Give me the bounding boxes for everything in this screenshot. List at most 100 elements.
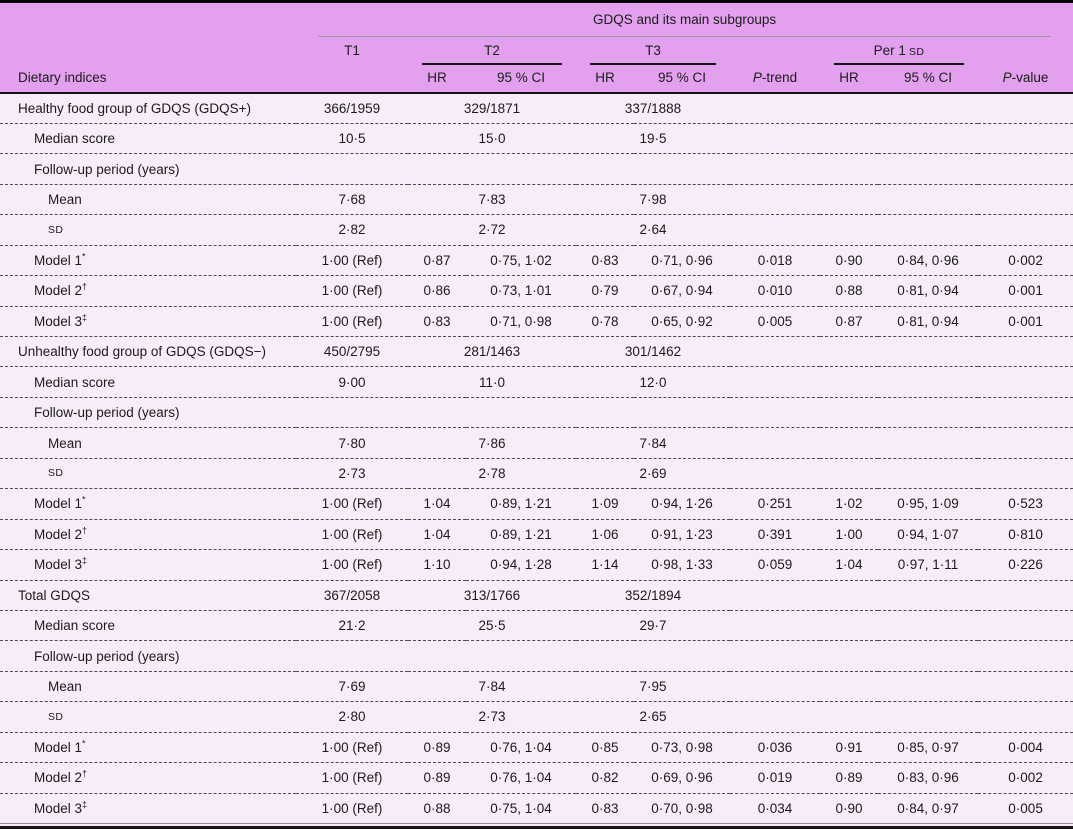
row-label-text: Total GDQS: [18, 587, 91, 603]
row-label: Mean: [0, 427, 296, 459]
col-header-t3-hr: HR: [576, 65, 634, 94]
table-cell: 7·80: [296, 427, 408, 459]
table-row: Follow-up period (years): [0, 640, 1073, 672]
table-cell: 1·00 (Ref): [296, 275, 408, 307]
row-label-text: Follow-up period (years): [34, 648, 180, 664]
empty-cell: [730, 93, 1073, 123]
row-label: Model 2†: [0, 762, 296, 794]
table-cell: 12·0: [576, 366, 730, 398]
table-cell: 0·94, 1·26: [634, 488, 730, 520]
table-cell: 1·04: [820, 549, 878, 580]
row-label-text: SD: [48, 710, 64, 723]
empty-cell: [730, 579, 1073, 611]
table-row: Mean 7·68 7·83 7·98: [0, 183, 1073, 215]
table-cell: 0·75, 1·02: [466, 244, 576, 276]
table-cell: 21·2: [296, 609, 408, 641]
table-cell: 2·80: [296, 701, 408, 733]
empty-cell: [730, 427, 1073, 459]
table-cell: 0·523: [978, 488, 1073, 520]
table-cell: 2·73: [408, 701, 576, 733]
table-cell: 0·69, 0·96: [634, 762, 730, 794]
table-cell: 0·005: [730, 305, 820, 337]
table-cell: 0·90: [820, 792, 878, 825]
table-cell: 0·84, 0·97: [878, 792, 978, 825]
table-cell: 0·87: [408, 244, 466, 276]
row-label-text: Mean: [48, 192, 82, 208]
p-value-italic-p: P: [1002, 70, 1012, 85]
table-row: Model 2† 1·00 (Ref) 0·86 0·73, 1·01 0·79 0·67…: [0, 275, 1073, 307]
table-cell: 337/1888: [624, 100, 682, 116]
table-row: Median score 21·2 25·5 29·7: [0, 609, 1073, 641]
row-label: Median score: [0, 366, 296, 398]
row-label-text: Mean: [48, 435, 82, 451]
row-label-text: Model 1: [34, 496, 83, 512]
table-cell: 7·95: [576, 670, 730, 702]
table-cell: 0·810: [978, 518, 1073, 550]
table-cell: 0·001: [978, 305, 1073, 337]
row-label-text: Model 3: [34, 800, 83, 816]
table-cell: 0·95, 1·09: [878, 488, 978, 520]
row-label-text: Follow-up period (years): [34, 405, 180, 421]
row-label: Median score: [0, 122, 296, 154]
col-header-sd-ci: 95 % CI: [878, 65, 978, 94]
table-cell: 0·85, 0·97: [878, 731, 978, 763]
table-row: Model 3‡ 1·00 (Ref) 0·83 0·71, 0·98 0·78 0·65…: [0, 305, 1073, 337]
table-cell: 0·84, 0·96: [878, 244, 978, 276]
table-cell: 0·91, 1·23: [634, 518, 730, 550]
table-cell: 0·89: [820, 762, 878, 794]
table-cell: 366/1959: [323, 100, 381, 116]
table-cell: 0·94, 1·28: [466, 549, 576, 580]
empty-cell: [296, 153, 1073, 185]
table-cell: 1·00 (Ref): [296, 244, 408, 276]
table-header: GDQS and its main subgroups T1 T2 T3 Per…: [0, 3, 1073, 94]
table-cell: 450/2795: [296, 335, 408, 367]
table-row: Model 2† 1·00 (Ref) 1·04 0·89, 1·21 1·06 0·91…: [0, 518, 1073, 550]
empty-cell: [730, 366, 1073, 398]
table-row: Follow-up period (years): [0, 153, 1073, 185]
footnote-marker: *: [82, 494, 86, 505]
header-spacer: [0, 37, 296, 65]
row-label: Follow-up period (years): [0, 153, 296, 185]
table-cell: 0·034: [730, 792, 820, 825]
row-label: Median score: [0, 609, 296, 641]
table-cell: 0·001: [978, 275, 1073, 307]
table-cell: 1·04: [408, 518, 466, 550]
table-cell: 2·65: [576, 701, 730, 733]
table-cell: 1·00 (Ref): [296, 518, 408, 550]
header-spacer: [730, 37, 820, 65]
table-cell: 0·019: [730, 762, 820, 794]
table-cell: 15·0: [408, 122, 576, 154]
row-label: Follow-up period (years): [0, 640, 296, 672]
table-cell: 0·79: [576, 275, 634, 307]
row-label: Mean: [0, 183, 296, 215]
row-label-text: Mean: [48, 679, 82, 695]
footnote-marker: †: [82, 768, 88, 779]
table-row: Median score 10·5 15·0 19·5: [0, 122, 1073, 154]
table-row: Mean 7·69 7·84 7·95: [0, 670, 1073, 702]
col-header-t2-hr: HR: [408, 65, 466, 94]
table-row: Model 1* 1·00 (Ref) 1·04 0·89, 1·21 1·09 0·94…: [0, 488, 1073, 520]
p-value-suffix: -value: [1011, 70, 1049, 85]
row-label-text: Model 2: [34, 526, 83, 542]
table-cell: 0·005: [978, 792, 1073, 825]
row-label: SD: [0, 701, 296, 733]
table-cell: 0·251: [730, 488, 820, 520]
table-row: Healthy food group of GDQS (GDQS+) 366/19…: [0, 93, 1073, 123]
table-cell: 9·00: [296, 366, 408, 398]
table-cell: 19·5: [576, 122, 730, 154]
table-row: Model 2† 1·00 (Ref) 0·89 0·76, 1·04 0·82 0·69…: [0, 762, 1073, 794]
col-header-t2-label: T2: [422, 43, 562, 65]
table-cell: 0·83, 0·96: [878, 762, 978, 794]
table-cell: 1·00 (Ref): [296, 549, 408, 580]
gdqs-results-table: GDQS and its main subgroups T1 T2 T3 Per…: [0, 3, 1073, 825]
table-cell: 1·04: [408, 488, 466, 520]
table-cell: 0·81, 0·94: [878, 275, 978, 307]
table-cell: 0·82: [576, 762, 634, 794]
row-label: Model 3‡: [0, 305, 296, 337]
table-row: Model 3‡ 1·00 (Ref) 0·88 0·75, 1·04 0·83 0·70…: [0, 792, 1073, 825]
footnote-marker: *: [82, 738, 86, 749]
table-row: Model 1* 1·00 (Ref) 0·87 0·75, 1·02 0·83 0·71…: [0, 244, 1073, 276]
table-group-header: GDQS and its main subgroups: [296, 3, 1073, 37]
empty-cell: [296, 640, 1073, 672]
col-header-sd-hr: HR: [820, 65, 878, 94]
